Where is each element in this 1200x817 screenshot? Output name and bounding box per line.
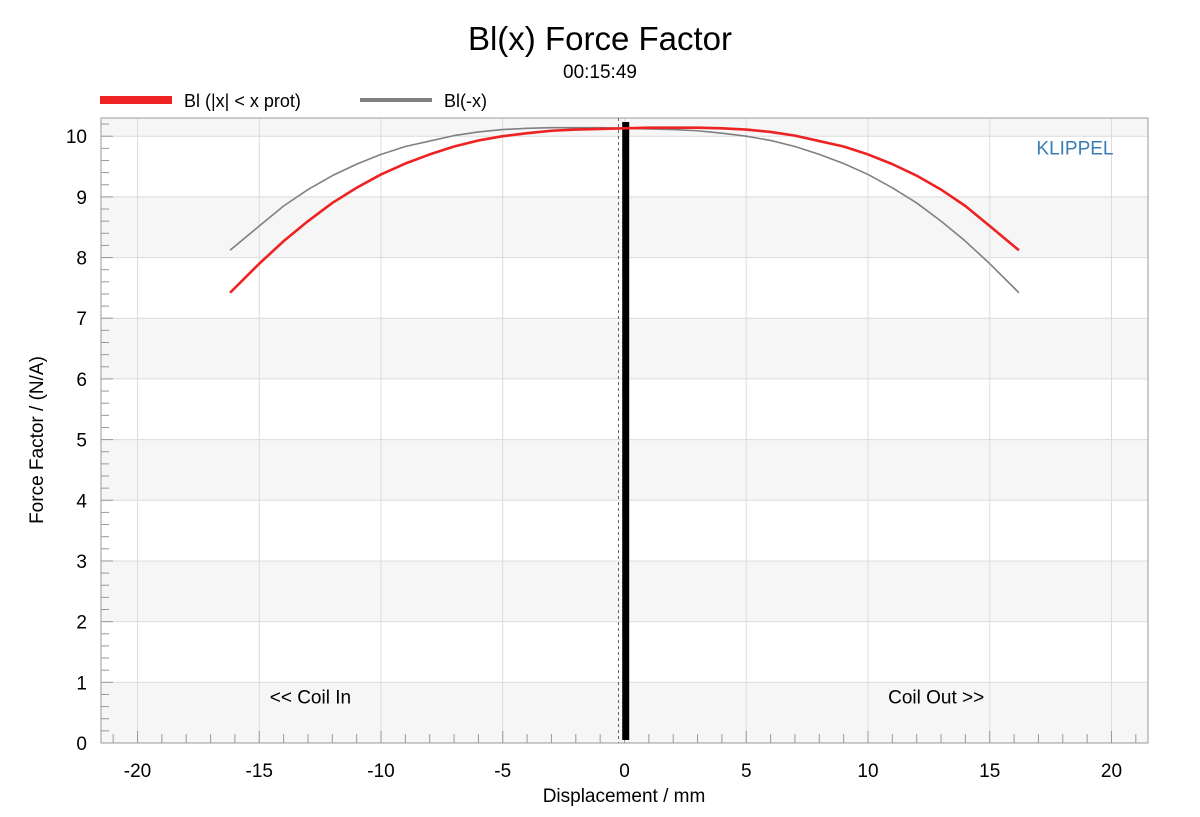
annotation-coil-in: << Coil In (270, 687, 351, 708)
x-tick-label: -5 (494, 761, 511, 782)
y-tick-label: 0 (76, 734, 87, 755)
x-axis-label: Displacement / mm (542, 786, 706, 807)
y-tick-label: 1 (76, 673, 87, 694)
legend-label-bl-minus-x: Bl(-x) (444, 91, 487, 111)
legend-label-bl-prot: Bl (|x| < x prot) (184, 91, 301, 111)
x-tick-label: 10 (857, 761, 878, 782)
x-tick-label: 15 (979, 761, 1000, 782)
chart-subtitle: 00:15:49 (563, 62, 637, 83)
x-tick-label: -15 (246, 761, 273, 782)
x-tick-label: -20 (124, 761, 151, 782)
y-tick-label: 7 (76, 309, 87, 330)
series-line-bl-prot (229, 126, 1020, 294)
x-tick-label: -10 (367, 761, 394, 782)
y-tick-label: 10 (66, 127, 87, 148)
x-tick-label: 5 (741, 761, 752, 782)
chart-title: Bl(x) Force Factor (467, 20, 733, 57)
x-tick-label: 0 (619, 761, 630, 782)
legend-swatch-bl-minus-x (360, 98, 432, 102)
y-tick-label: 3 (76, 552, 87, 573)
annotation-coil-out: Coil Out >> (888, 687, 984, 708)
y-tick-label: 6 (76, 370, 87, 391)
y-tick-label: 2 (76, 613, 87, 634)
legend-swatch-bl-prot (100, 96, 172, 104)
y-tick-label: 5 (76, 431, 87, 452)
x-tick-label: 20 (1101, 761, 1122, 782)
y-tick-label: 4 (76, 491, 87, 512)
y-tick-label: 9 (76, 188, 87, 209)
y-tick-label: 8 (76, 249, 87, 270)
klippel-watermark: KLIPPEL (1036, 138, 1113, 159)
